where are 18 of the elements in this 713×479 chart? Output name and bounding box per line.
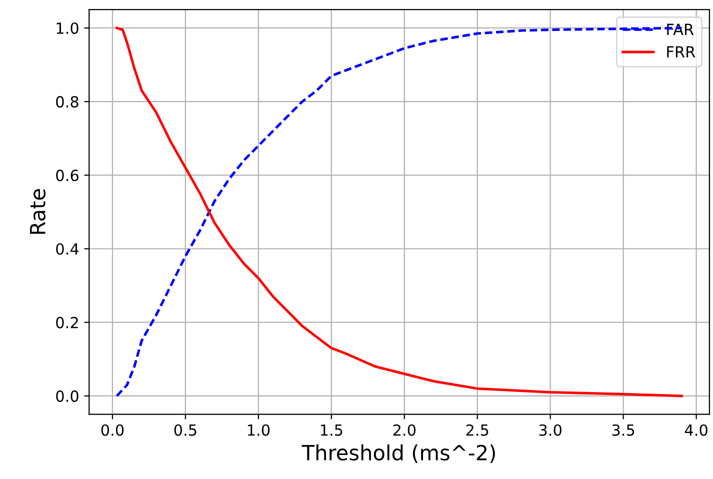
y-tick-label: 0.8 — [56, 96, 78, 108]
y-tick-label: 0.0 — [56, 390, 78, 402]
x-tick-label: 0.0 — [101, 424, 124, 436]
y-tick-label: 1.0 — [56, 22, 78, 34]
x-axis-title: Threshold (ms^-2) — [302, 444, 495, 463]
x-tick-label: 3.5 — [612, 424, 634, 436]
y-tick-label: 0.4 — [56, 243, 79, 255]
x-tick-label: 3.0 — [539, 424, 562, 436]
y-tick-label: 0.2 — [56, 316, 78, 328]
x-tick-label: 1.0 — [248, 424, 270, 436]
x-tick-label: 4.0 — [684, 424, 708, 436]
x-tick-label: 0.5 — [174, 424, 196, 436]
x-tick-label: 2.0 — [393, 424, 416, 436]
x-tick-label: 1.5 — [320, 424, 342, 436]
x-tick-label: 2.5 — [466, 424, 488, 436]
legend-label: FRR — [667, 46, 696, 58]
y-axis-title: Rate — [30, 189, 46, 234]
y-tick-label: 0.6 — [56, 170, 78, 182]
